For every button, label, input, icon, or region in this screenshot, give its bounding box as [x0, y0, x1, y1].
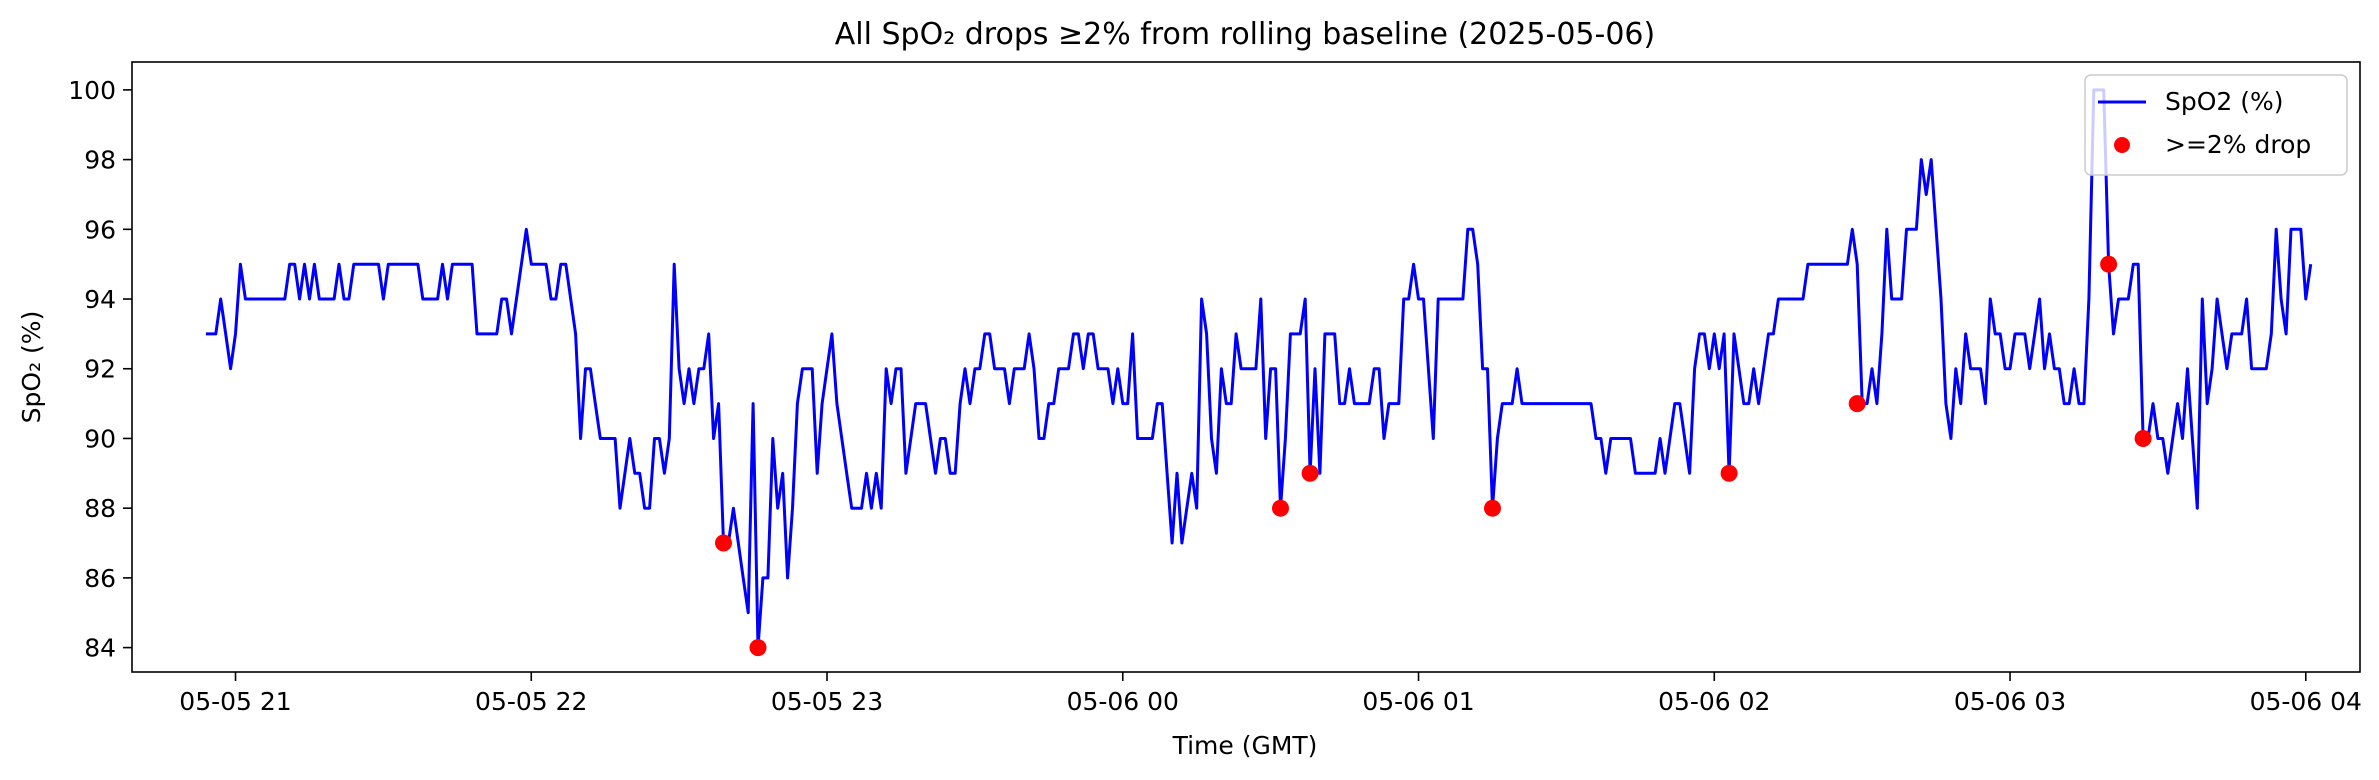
axes-frame	[131, 61, 2361, 673]
y-tick-label: 100	[68, 76, 116, 105]
x-axis-label: Time (GMT)	[1172, 731, 1318, 760]
legend-label-drop: >=2% drop	[2165, 130, 2311, 159]
x-tick-label: 05-06 00	[1067, 687, 1179, 716]
drop-point	[1848, 395, 1866, 413]
drop-point	[2100, 255, 2118, 273]
legend-frame	[2084, 74, 2348, 176]
y-axis-label: SpO₂ (%)	[17, 311, 46, 424]
x-tick-label: 05-05 22	[475, 687, 587, 716]
x-tick-label: 05-06 02	[1658, 687, 1770, 716]
legend-dot-swatch	[2114, 137, 2130, 153]
legend-label-spo2: SpO2 (%)	[2165, 87, 2284, 116]
y-tick-label: 94	[84, 285, 116, 314]
x-tick-label: 05-06 04	[2250, 687, 2362, 716]
drop-point	[715, 534, 732, 552]
legend: SpO2 (%) >=2% drop	[2084, 74, 2348, 176]
x-tick-label: 05-05 23	[771, 687, 883, 716]
drop-point	[749, 639, 767, 657]
drop-point	[1484, 499, 1501, 517]
y-tick-label: 96	[84, 215, 116, 244]
plot-area	[131, 61, 2361, 673]
y-tick-label: 88	[84, 494, 116, 523]
drop-point	[1272, 499, 1289, 517]
y-axis: 84 86 88 90 92 94 96 98 100	[68, 76, 132, 663]
x-axis: 05-05 21 05-05 22 05-05 23 05-06 00 05-06 01…	[179, 672, 2362, 716]
spo2-line-series	[205, 88, 2313, 650]
y-tick-label: 92	[84, 355, 116, 384]
drop-point	[2134, 430, 2152, 447]
y-tick-label: 86	[84, 564, 116, 593]
y-tick-label: 98	[84, 146, 116, 175]
y-tick-label: 90	[84, 424, 116, 453]
drop-point	[1301, 464, 1319, 482]
chart-title: All SpO₂ drops ≥2% from rolling baseline…	[835, 17, 1655, 52]
x-tick-label: 05-06 01	[1362, 687, 1474, 716]
drop-point	[1720, 464, 1738, 482]
y-tick-label: 84	[84, 634, 116, 663]
x-tick-label: 05-06 03	[1954, 687, 2066, 716]
spo2-line	[205, 88, 2313, 650]
drop-points-series	[715, 255, 2152, 657]
x-tick-label: 05-05 21	[179, 687, 291, 716]
